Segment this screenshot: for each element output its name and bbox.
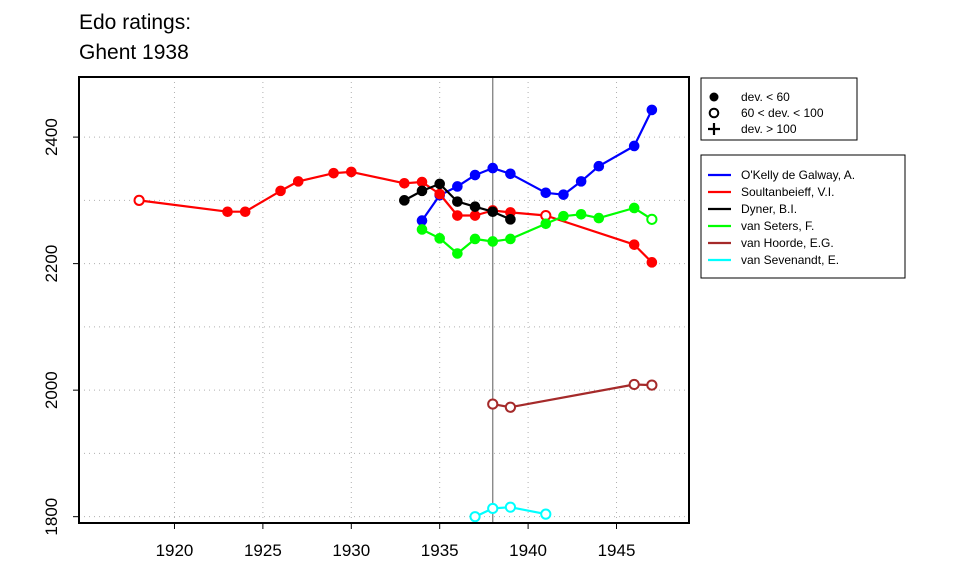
x-tick-label: 1920	[156, 541, 194, 560]
y-axis: 1800 2000 2200 2400	[42, 118, 79, 536]
data-point	[505, 168, 516, 180]
x-tick-label: 1925	[244, 541, 282, 560]
x-tick-label: 1940	[509, 541, 547, 560]
data-point	[575, 176, 587, 187]
series-3	[416, 202, 658, 259]
data-point	[487, 398, 499, 410]
data-point	[504, 401, 517, 413]
data-point	[646, 257, 658, 268]
plot-frame	[78, 76, 690, 524]
series-line	[474, 506, 547, 518]
series-5	[469, 501, 552, 523]
data-point	[646, 213, 658, 225]
data-point	[558, 189, 569, 200]
series-legend-label: van Sevenandt, E.	[741, 253, 839, 267]
series-legend-label: van Seters, F.	[741, 219, 814, 233]
data-point	[575, 208, 587, 220]
data-point	[222, 206, 233, 218]
data-point	[469, 169, 481, 181]
data-point	[275, 185, 286, 197]
series-0	[416, 104, 658, 226]
data-point	[469, 233, 481, 245]
marker-legend-label: dev. < 60	[741, 90, 790, 104]
x-tick-label: 1930	[332, 541, 370, 560]
data-point	[628, 378, 640, 391]
data-point	[628, 202, 640, 214]
data-point	[452, 181, 463, 192]
marker-legend-box	[700, 77, 858, 141]
data-point	[505, 214, 516, 225]
data-point	[487, 162, 499, 174]
marker-legend-label: dev. > 100	[741, 122, 797, 136]
data-point	[487, 206, 499, 218]
series-2	[399, 178, 516, 225]
data-point	[540, 508, 552, 520]
y-tick-label: 2400	[42, 118, 61, 156]
data-point	[452, 248, 463, 259]
data-point	[646, 379, 658, 391]
x-tick-label: 1945	[598, 541, 636, 560]
data-point	[416, 185, 428, 197]
data-point	[505, 233, 516, 245]
data-point	[239, 206, 251, 218]
series-legend-label: O'Kelly de Galway, A.	[741, 168, 855, 182]
marker-legend-label: 60 < dev. < 100	[741, 106, 824, 120]
data-point	[452, 210, 463, 221]
data-point	[399, 177, 410, 189]
data-point	[646, 104, 658, 116]
grid-lines	[79, 77, 689, 523]
data-point	[487, 502, 499, 515]
chart-title-line-1: Edo ratings:	[79, 11, 192, 34]
data-point	[452, 196, 463, 207]
y-tick-label: 1800	[42, 498, 61, 536]
data-point	[469, 511, 481, 523]
chart-title: Edo ratings: Ghent 1938	[79, 8, 191, 68]
marker-legend: dev. < 60 60 < dev. < 100 dev. > 100	[700, 77, 858, 141]
series-4	[487, 378, 658, 413]
data-point	[434, 188, 445, 200]
data-point	[487, 236, 499, 247]
series-legend-label: Dyner, B.I.	[741, 202, 797, 216]
x-tick-label: 1935	[421, 541, 459, 560]
data-point	[345, 166, 357, 178]
data-point	[133, 194, 145, 206]
data-point	[434, 233, 445, 244]
data-point	[416, 215, 428, 226]
series-legend-label: Soultanbeieff, V.I.	[741, 185, 834, 199]
data-point	[469, 210, 481, 221]
data-point	[504, 501, 517, 513]
data-point	[434, 178, 445, 190]
y-tick-label: 2000	[42, 371, 61, 409]
data-point	[328, 167, 339, 179]
data-point	[416, 176, 428, 188]
data-point	[540, 218, 552, 230]
y-tick-label: 2200	[42, 245, 61, 283]
series-legend-box	[700, 154, 906, 279]
data-point	[593, 212, 605, 224]
data-point	[292, 176, 304, 187]
data-point	[593, 160, 605, 172]
data-point	[628, 140, 640, 152]
filled-circle-icon	[709, 92, 719, 102]
data-point	[628, 239, 640, 250]
x-axis: 1920 1925 1930 1935 1940 1945	[156, 523, 636, 560]
chart-title-line-2: Ghent 1938	[79, 41, 189, 64]
data-point	[399, 195, 410, 206]
series-legend: O'Kelly de Galway, A. Soultanbeieff, V.I.…	[700, 154, 906, 279]
series-1	[133, 166, 658, 268]
data-point	[469, 201, 481, 212]
data-point	[540, 187, 552, 199]
series-legend-label: van Hoorde, E.G.	[741, 236, 834, 250]
plus-icon	[708, 123, 720, 135]
open-circle-icon	[708, 107, 720, 119]
series-line	[492, 383, 652, 409]
data-point	[558, 210, 569, 222]
data-point	[416, 224, 428, 235]
